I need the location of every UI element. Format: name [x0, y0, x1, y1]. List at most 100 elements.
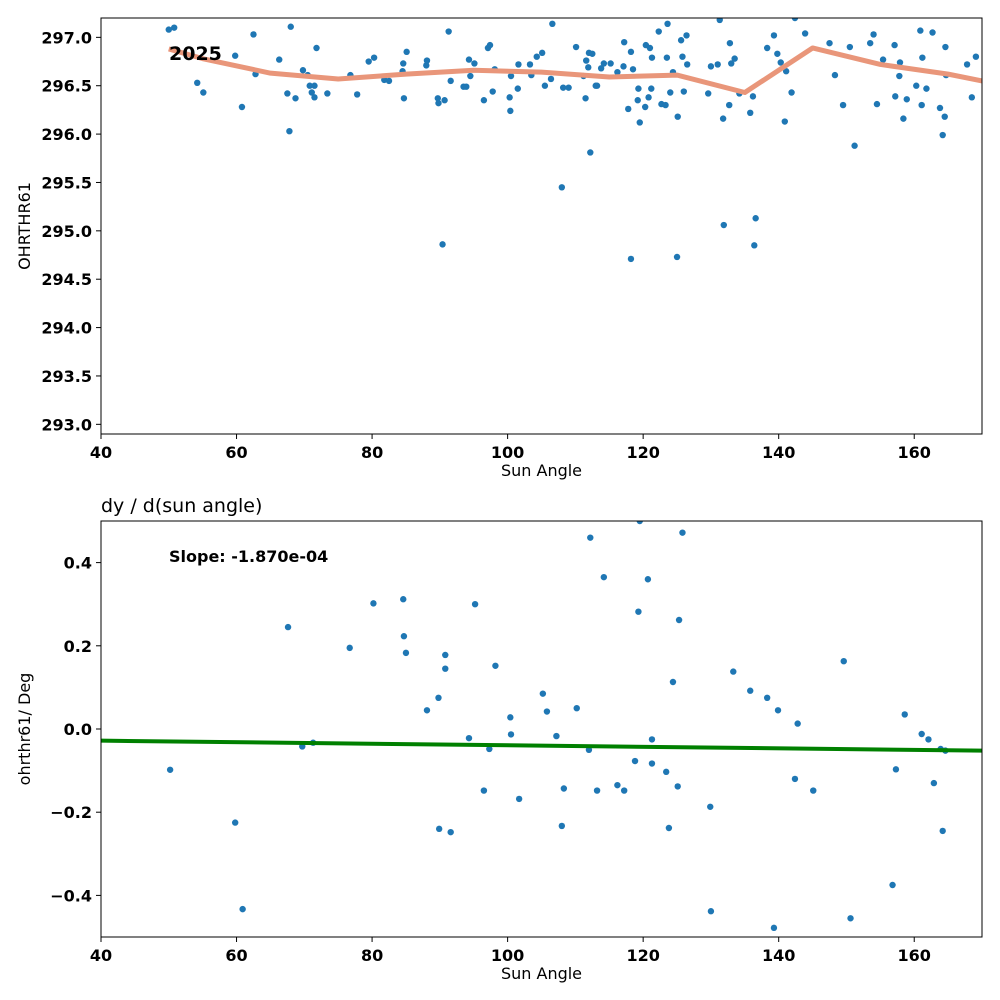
data-point — [679, 53, 686, 60]
data-point — [231, 52, 239, 59]
data-point — [752, 215, 759, 222]
data-point — [558, 822, 566, 830]
data-point — [587, 149, 594, 156]
y-tick-label: 293.5 — [41, 367, 92, 386]
data-point — [831, 71, 839, 79]
data-point — [541, 82, 549, 89]
data-point — [903, 96, 910, 103]
data-point — [572, 43, 580, 51]
data-point — [644, 576, 652, 583]
data-points — [166, 521, 949, 932]
chart-panel-top: 40 60 80 100 120 140 160 293.0293.5294.0294.52… — [15, 17, 983, 480]
data-point — [847, 915, 854, 922]
x-tick-label: 80 — [361, 946, 383, 965]
data-point — [447, 828, 454, 836]
y-tick-label: 294.0 — [41, 319, 92, 338]
data-point — [442, 651, 449, 659]
data-point — [731, 55, 738, 62]
y-tick-label: 296.5 — [41, 77, 92, 96]
x-tick-label: 160 — [898, 946, 931, 965]
y-axis-ticks: 293.0 293.5 294.0 294.5 295.0 295.5 296.0 296.5… — [41, 28, 101, 434]
data-point — [311, 82, 318, 89]
data-point — [707, 63, 715, 70]
y-tick-label: 297.0 — [41, 28, 92, 47]
data-point — [166, 766, 174, 773]
data-point — [589, 50, 596, 57]
data-point — [627, 48, 635, 56]
x-tick-label: 60 — [225, 946, 247, 965]
data-point — [674, 783, 681, 790]
x-tick-label: 120 — [626, 946, 659, 965]
data-point — [749, 93, 757, 100]
data-point — [677, 37, 685, 44]
slope-fit-line — [101, 738, 982, 753]
data-point — [634, 97, 641, 104]
data-point — [930, 779, 938, 787]
data-point — [810, 787, 817, 794]
data-point — [620, 38, 628, 46]
data-point — [381, 76, 388, 84]
data-point — [600, 573, 608, 581]
data-point — [400, 95, 408, 102]
data-point — [489, 88, 496, 95]
data-point — [593, 787, 601, 794]
data-point — [791, 775, 799, 783]
data-point — [896, 72, 903, 80]
plot-frame — [100, 520, 983, 938]
x-axis-label: Sun Angle — [501, 964, 582, 983]
data-point — [662, 101, 669, 109]
data-point — [679, 529, 686, 536]
y-tick-label: −0.2 — [50, 803, 92, 822]
data-point — [925, 736, 932, 743]
data-point — [918, 101, 925, 109]
chart-title: dy / d(sun angle) — [101, 495, 262, 517]
y-axis-label: OHRTHR61 — [15, 182, 34, 270]
data-point — [492, 662, 499, 669]
data-point — [306, 82, 313, 89]
data-point — [683, 32, 690, 39]
data-point — [923, 85, 930, 92]
data-point — [434, 95, 442, 102]
data-point — [465, 734, 473, 742]
data-point — [726, 101, 733, 109]
data-point — [365, 58, 372, 65]
data-point — [900, 115, 907, 122]
data-point — [585, 64, 592, 71]
data-point — [238, 103, 246, 111]
data-point — [400, 633, 408, 640]
data-point — [747, 687, 754, 694]
x-tick-label: 80 — [361, 443, 383, 462]
data-point — [896, 59, 904, 66]
data-point — [614, 781, 621, 789]
data-point — [558, 184, 566, 191]
data-point — [486, 745, 493, 753]
data-point — [538, 49, 546, 57]
data-point — [435, 825, 443, 833]
data-point — [560, 785, 568, 792]
x-tick-label: 100 — [491, 946, 524, 965]
data-point — [714, 61, 721, 68]
data-point — [889, 881, 896, 889]
data-point — [583, 57, 590, 64]
data-point — [728, 60, 735, 67]
data-point — [929, 29, 936, 36]
data-point — [370, 54, 378, 61]
data-point — [627, 255, 635, 263]
data-point — [891, 41, 898, 49]
data-point — [645, 94, 652, 101]
x-tick-label: 160 — [898, 443, 931, 462]
data-point — [673, 253, 681, 261]
data-point — [587, 534, 594, 541]
data-point — [705, 90, 712, 97]
y-axis-ticks: −0.4 −0.2 0.0 0.2 0.4 — [50, 554, 101, 905]
data-point — [480, 97, 488, 104]
data-point — [663, 54, 671, 61]
data-point — [308, 89, 315, 96]
data-point — [840, 657, 847, 665]
data-point — [770, 32, 778, 39]
data-point — [648, 54, 656, 61]
data-point — [763, 694, 771, 701]
data-point — [284, 90, 291, 97]
data-points — [165, 18, 980, 263]
data-point — [901, 711, 908, 718]
